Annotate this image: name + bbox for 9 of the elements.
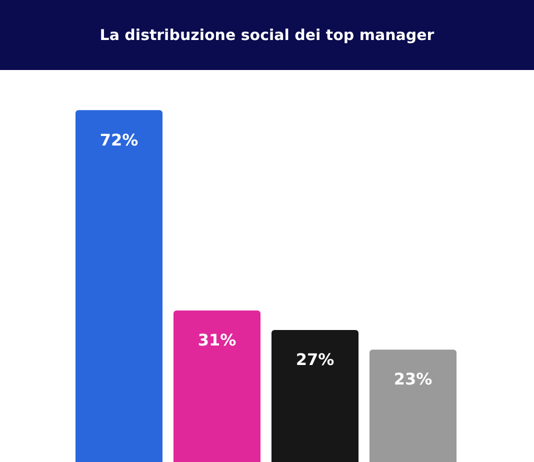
chart-title: La distribuzione social dei top manager [0,0,534,70]
data-label: 31% [198,330,236,350]
data-label: 72% [100,130,138,150]
data-label: 23% [394,370,432,389]
bar [271,330,359,462]
bar [369,350,457,462]
bar [173,310,261,462]
data-label: 27% [296,350,334,370]
bar [75,110,163,462]
